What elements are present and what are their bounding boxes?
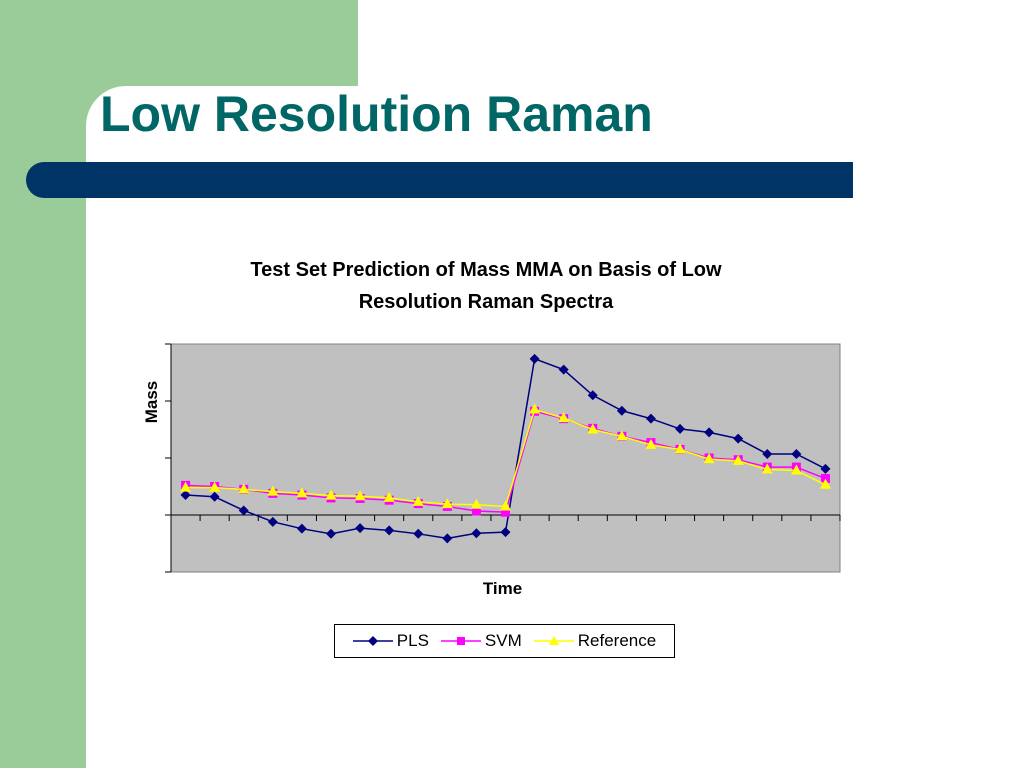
data-point-reference xyxy=(761,463,773,474)
data-point-reference xyxy=(325,489,337,500)
data-point-pls xyxy=(529,353,540,364)
data-point-reference xyxy=(470,498,482,509)
chart-title-line-1: Test Set Prediction of Mass MMA on Basis… xyxy=(250,259,722,281)
data-point-reference xyxy=(354,490,366,501)
data-point-pls xyxy=(296,523,307,534)
legend-label-svm: SVM xyxy=(484,631,522,650)
data-point-reference xyxy=(790,464,802,475)
data-point-pls xyxy=(413,528,424,539)
data-point-reference xyxy=(529,403,541,414)
data-point-pls xyxy=(704,427,715,438)
data-point-reference xyxy=(732,454,744,465)
legend-label-reference: Reference xyxy=(577,631,657,650)
data-point-reference xyxy=(412,495,424,506)
data-point-pls xyxy=(820,463,831,474)
series-layer xyxy=(180,353,831,544)
legend-item-reference: Reference xyxy=(533,631,657,651)
data-point-pls xyxy=(616,405,627,416)
data-point-pls xyxy=(180,490,191,501)
data-point-pls xyxy=(558,364,569,375)
chart-title-line-2: Resolution Raman Spectra xyxy=(358,291,614,313)
data-point-pls xyxy=(325,528,336,539)
data-point-pls xyxy=(791,449,802,460)
diamond-marker-icon xyxy=(352,636,393,646)
data-point-svm xyxy=(471,506,481,516)
data-point-pls xyxy=(675,423,686,434)
y-axis-label: Mass xyxy=(142,381,161,424)
data-point-reference xyxy=(500,500,511,511)
accent-bar xyxy=(26,162,853,198)
data-point-reference xyxy=(441,498,453,509)
data-point-reference xyxy=(267,485,279,496)
data-point-reference xyxy=(616,430,628,441)
chart-title: Test Set Prediction of Mass MMA on Basis… xyxy=(170,254,802,318)
data-point-svm xyxy=(501,507,510,517)
data-point-reference xyxy=(209,481,221,492)
x-axis-label: Time xyxy=(483,579,522,598)
data-point-pls xyxy=(587,390,598,401)
data-point-pls xyxy=(384,525,395,536)
data-point-pls xyxy=(733,433,744,444)
data-point-svm xyxy=(820,474,830,484)
data-point-pls xyxy=(645,413,656,424)
data-point-reference xyxy=(819,478,831,489)
data-point-reference xyxy=(383,491,395,502)
data-point-pls xyxy=(238,505,249,516)
data-point-reference xyxy=(674,443,686,454)
legend-label-pls: PLS xyxy=(396,631,429,650)
series-pls xyxy=(180,353,831,544)
legend: PLS SVM Reference xyxy=(334,624,675,658)
data-point-reference xyxy=(558,412,570,423)
series-reference xyxy=(180,403,831,511)
data-point-reference xyxy=(587,423,599,434)
triangle-marker-icon xyxy=(533,636,574,645)
data-point-pls xyxy=(471,528,482,539)
legend-item-svm: SVM xyxy=(440,631,522,651)
legend-item-pls: PLS xyxy=(352,631,429,651)
data-point-pls xyxy=(762,449,773,460)
data-point-pls xyxy=(442,533,453,544)
data-point-pls xyxy=(500,527,511,538)
data-point-pls xyxy=(267,516,278,527)
data-point-pls xyxy=(355,523,366,534)
data-point-pls xyxy=(209,491,220,502)
data-point-reference xyxy=(703,453,715,464)
square-marker-icon xyxy=(440,637,481,645)
slide-title: Low Resolution Raman xyxy=(100,86,653,142)
data-point-reference xyxy=(296,487,308,498)
data-point-reference xyxy=(645,438,657,449)
data-point-reference xyxy=(238,483,250,494)
data-point-reference xyxy=(180,481,192,492)
